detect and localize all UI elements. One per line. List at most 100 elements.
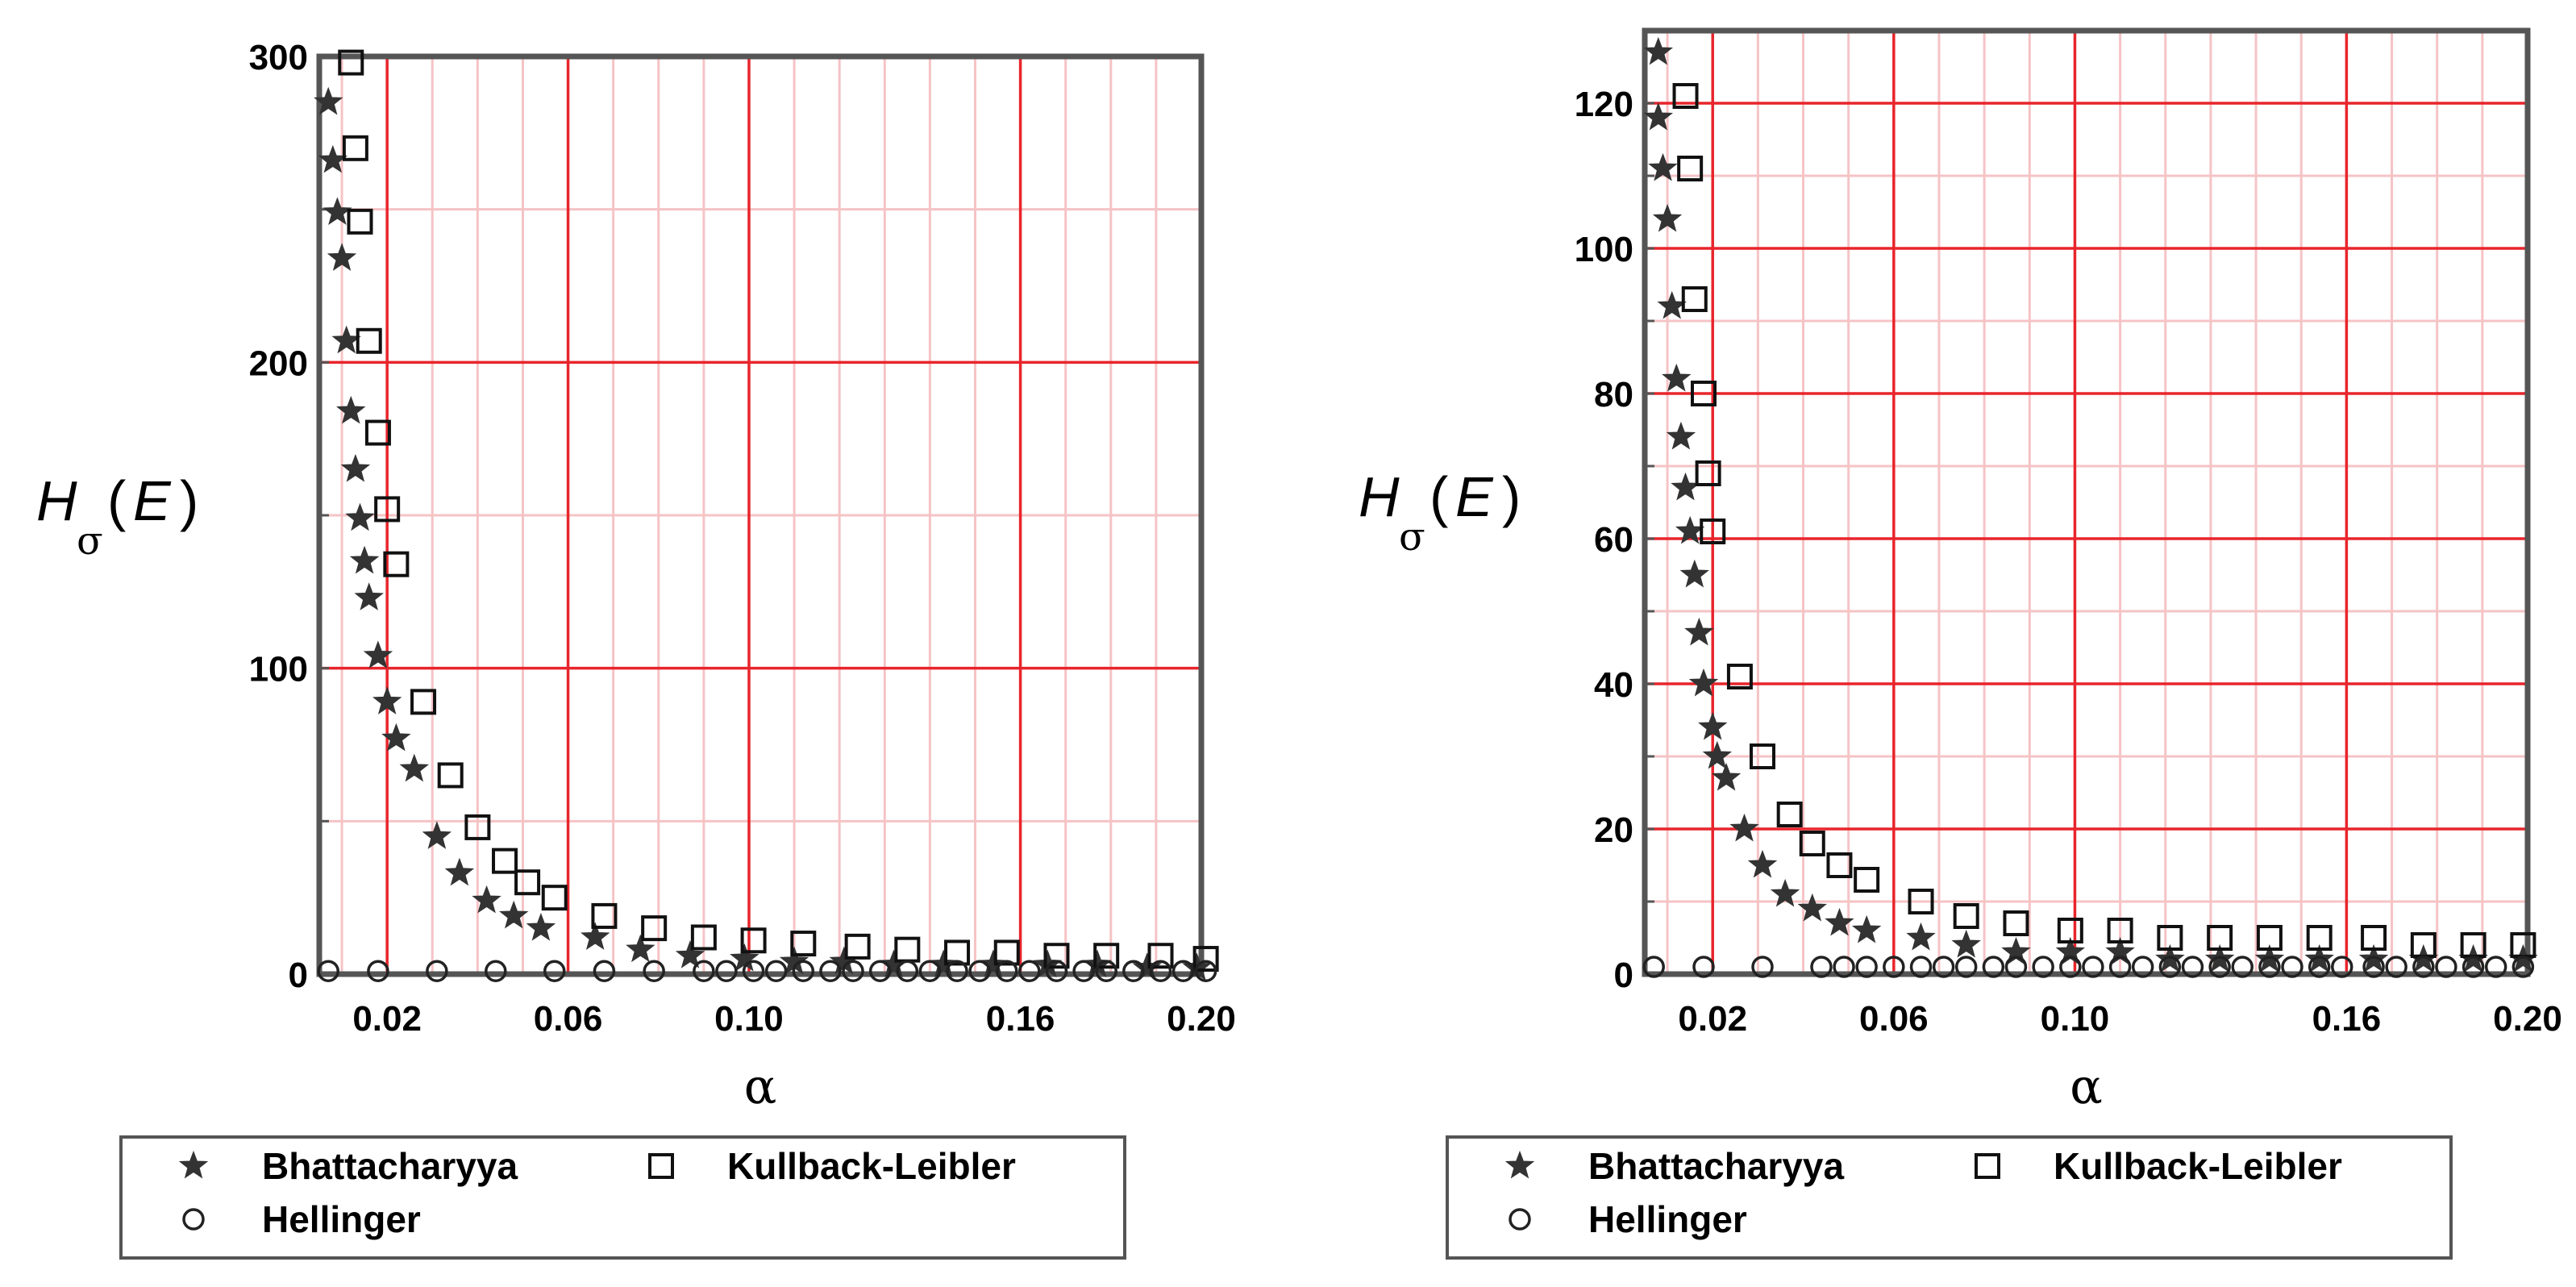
circle-marker-point [2281,956,2303,978]
square-marker-point [410,689,437,715]
star-marker-point [372,686,402,714]
legend-label: Kullback-Leibler [2054,1145,2342,1187]
y-label-close-paren: ) [180,469,198,532]
y-label-subscript: σ [1399,514,1425,560]
star-marker-point [978,949,1009,978]
y-tick-label: 80 [1594,375,1633,414]
circle-marker-point [1932,956,1955,978]
square-marker-point [1681,286,1708,312]
square-marker-point [1726,664,1753,689]
star-marker-point [1648,152,1678,181]
star-marker-point [1711,762,1742,791]
star-marker-point [1688,668,1719,697]
x-tick-label: 0.02 [352,999,422,1039]
circle-marker-point [2158,956,2182,978]
square-marker-point [790,931,817,957]
circle-marker-point [2082,956,2104,978]
legend: Bhattacharyya Kullback-Leibler Hellinger [1446,1135,2453,1260]
star-marker-point [626,934,655,963]
circle-marker-point [2435,956,2457,978]
circle-marker-point [1095,960,1117,982]
square-marker-point [492,848,518,874]
square-marker-point [338,49,364,76]
legend-label: Hellinger [262,1198,421,1240]
square-marker-point [2361,925,2387,951]
series-hellinger [1642,956,2535,978]
square-marker-point [364,419,391,446]
circle-marker-point [842,960,864,982]
circle-marker-point [1171,960,1195,982]
star-marker-point [1747,849,1778,878]
legend-box [1446,1135,2453,1260]
y-tick-label: 0 [289,956,308,995]
x-tick-label: 0.02 [1678,999,1747,1039]
circle-marker-point [2258,956,2281,978]
y-axis-label: Hσ(E) [36,469,198,564]
star-marker-point [444,857,475,886]
star-marker-point [1729,813,1759,842]
square-marker-point [2207,925,2233,951]
star-marker-point [1666,421,1696,450]
circle-marker-point [2484,956,2507,978]
star-marker-point [349,545,380,574]
square-marker-point [541,885,568,911]
star-marker-point [327,243,357,271]
star-marker-point [1951,929,1981,958]
x-tick-label: 0.16 [2312,999,2382,1039]
y-label-close-paren: ) [1502,465,1521,528]
circle-marker-point [764,960,788,982]
square-marker-point [2057,918,2083,943]
grid [1645,29,2529,976]
circle-marker-point [2208,956,2231,978]
chart-1: 0 100 200 300 0.02 0.06 0.10 0.16 0.20 α Hσ(E) Bhat… [36,38,1236,1260]
star-marker-point [730,943,759,972]
y-axis-label: Hσ(E) [1359,465,1521,560]
legend-label: Bhattacharyya [262,1145,518,1187]
square-marker-point [740,927,767,954]
star-marker-point [336,395,366,424]
y-label-argument: E [1455,465,1494,528]
star-marker-point [499,900,529,929]
circle-marker-point [1018,960,1041,982]
circle-marker-point [918,960,942,982]
square-marker-point [993,939,1020,966]
circle-marker-point [643,960,665,982]
x-axis-label: α [2070,1059,2103,1115]
square-marker-point [464,814,491,840]
circle-marker-point [1194,960,1217,982]
square-marker-point [2157,925,2183,951]
circle-marker-point [1909,956,1933,978]
square-marker-point [1776,802,1803,827]
circle-marker-point [1072,960,1095,982]
square-marker-point [2256,925,2283,951]
circle-marker-point [742,960,765,982]
y-tick-label: 120 [1575,85,1633,124]
circle-marker-point [1642,956,1665,978]
x-tick-label: 0.06 [534,999,603,1039]
circle-marker-point [1045,960,1068,982]
circle-marker-point [2181,956,2204,978]
star-marker-point [526,912,556,941]
star-marker-point [1652,203,1683,232]
square-marker-point [1750,743,1775,769]
star-marker-point [381,723,411,752]
square-marker-point [347,208,373,235]
square-marker-point [514,869,541,896]
star-marker-point [1698,711,1728,740]
star-marker-point [472,885,501,914]
square-marker-point [356,327,382,354]
circle-marker-point [2308,956,2331,978]
x-axis-label: α [744,1059,777,1115]
square-marker-point [690,924,717,951]
y-tick-label: 20 [1594,810,1633,850]
star-marker-point [1906,922,1936,951]
legend-circle-icon [182,1208,205,1231]
y-label-main: H [36,469,77,532]
star-marker-point [323,197,352,225]
x-tick-label: 0.06 [1859,999,1929,1039]
square-marker-point [1695,460,1721,486]
plot-area [1645,31,2528,974]
circle-marker-point [2412,956,2435,978]
legend: Bhattacharyya Kullback-Leibler Hellinger [119,1135,1126,1260]
series-hellinger [317,960,1217,982]
